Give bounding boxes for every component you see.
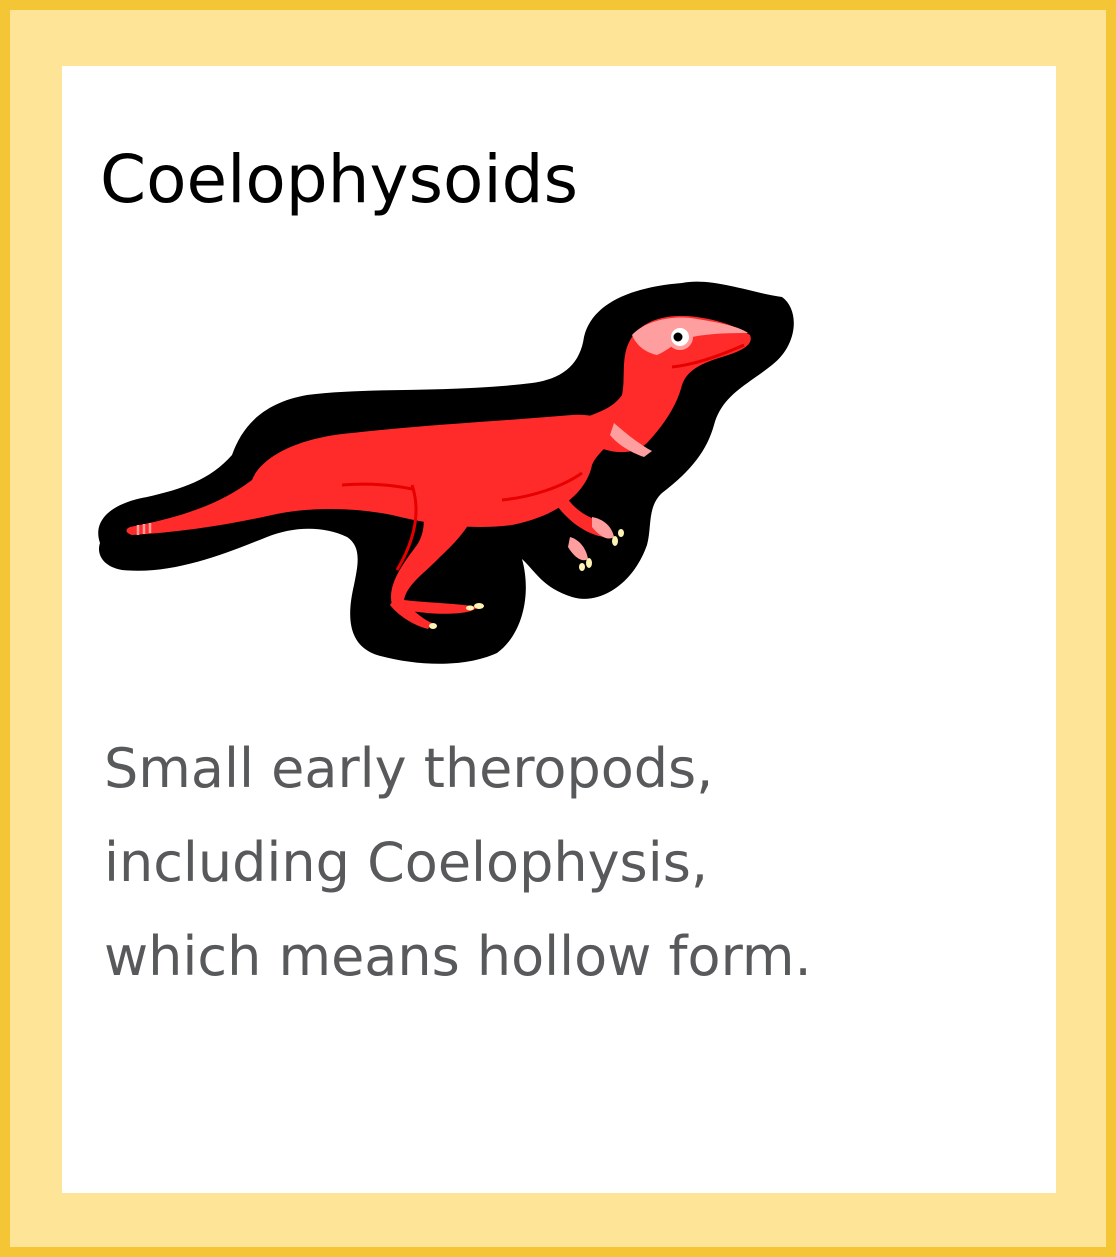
- dino-hand: [592, 517, 614, 539]
- card-title: Coelophysoids: [100, 141, 578, 218]
- dino-hind-leg: [391, 445, 481, 614]
- description-line-1: Small early theropods,: [104, 737, 714, 800]
- info-card: [62, 66, 1056, 1193]
- dino-neck-head: [562, 315, 751, 453]
- dino-foot: [390, 595, 432, 629]
- dino-claws: [429, 529, 624, 629]
- card-description: Small early theropods, including Coeloph…: [104, 722, 1004, 1004]
- dino-tail-stripes: [136, 523, 152, 535]
- dino-pupil: [673, 332, 683, 342]
- description-line-2: including Coelophysis,: [104, 831, 708, 894]
- dino-forearm: [568, 537, 588, 561]
- description-line-3: which means hollow form.: [104, 925, 812, 988]
- dino-detail-lines: [341, 471, 583, 571]
- coelophysis-dinosaur-icon: [98, 281, 794, 664]
- dino-body: [126, 414, 617, 535]
- dino-neck-band: [610, 423, 652, 457]
- dino-mouth: [671, 343, 745, 369]
